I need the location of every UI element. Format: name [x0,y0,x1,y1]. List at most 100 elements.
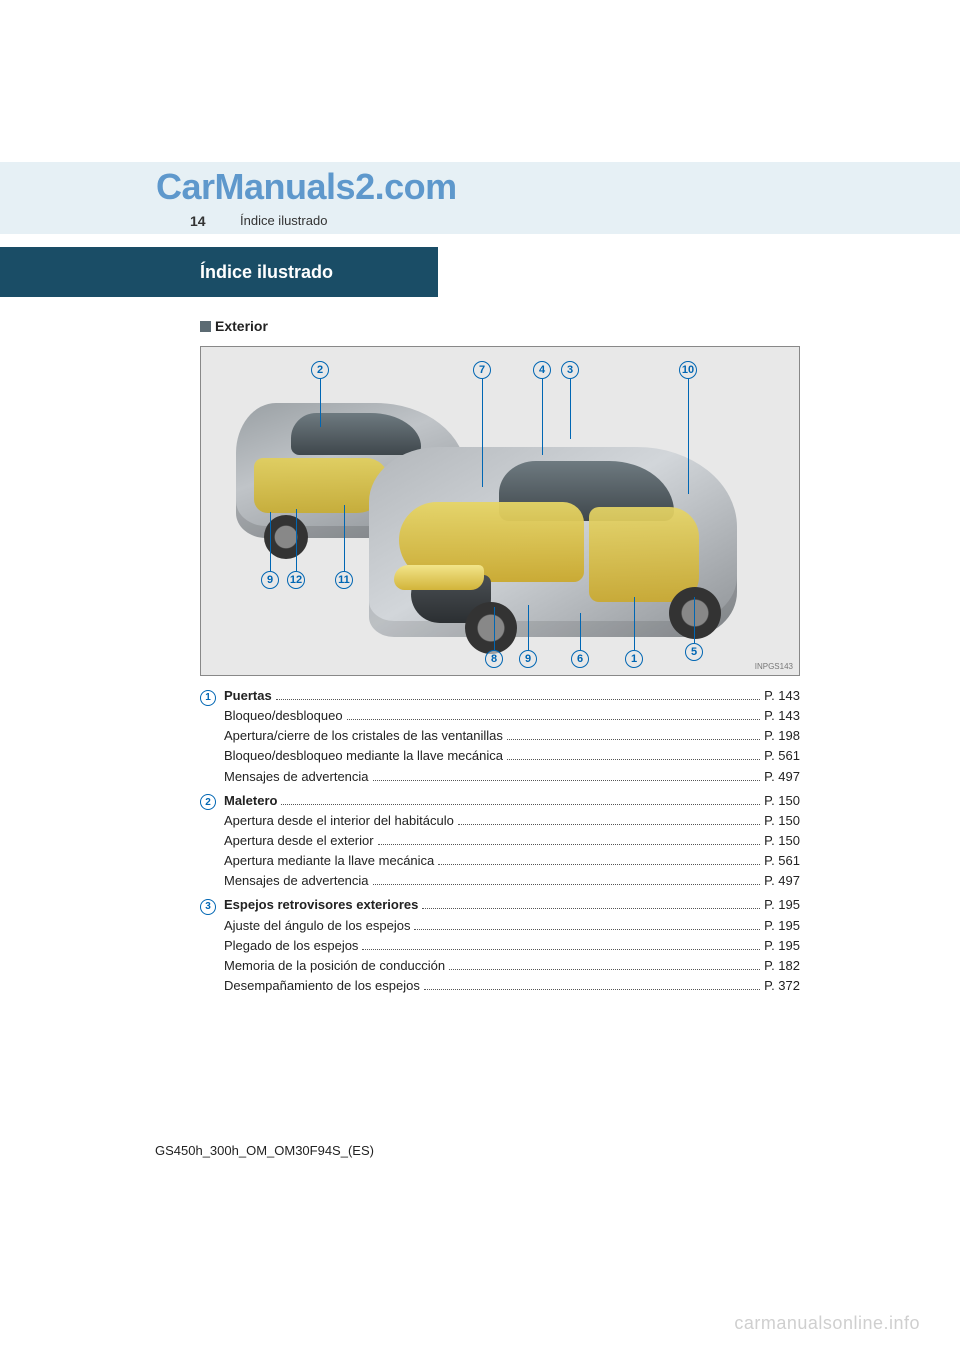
car-front-wheel [669,587,721,639]
index-row-label: Puertas [224,686,272,706]
index-row: Apertura desde el exteriorP. 150 [224,831,800,851]
index-row: Puertas P. 143 [224,686,800,706]
leader-line [542,379,543,455]
index-row-page: P. 150 [764,791,800,811]
dot-leader [347,719,761,720]
index-group-number: 2 [200,791,224,892]
index-row-label: Espejos retrovisores exteriores [224,895,418,915]
index-row: Bloqueo/desbloqueo mediante la llave mec… [224,746,800,766]
diagram-callout: 6 [571,650,589,668]
dot-leader [507,759,760,760]
index-row-label: Bloqueo/desbloqueo [224,706,343,726]
dot-leader [378,844,760,845]
subheading: Exterior [200,318,800,334]
index-list: 1 Puertas P. 143 Bloqueo/desbloqueo P. 143 Ap… [200,686,800,996]
dot-leader [424,989,760,990]
index-row: Plegado de los espejos P. 195 [224,936,800,956]
index-row-label: Mensajes de advertencia [224,871,369,891]
dot-leader [362,949,760,950]
dot-leader [414,929,760,930]
index-row: Mensajes de advertencia P. 497 [224,767,800,787]
index-row-page: P. 195 [764,895,800,915]
section-title-band: Índice ilustrado [0,247,438,297]
index-group-number: 1 [200,686,224,787]
diagram-callout: 10 [679,361,697,379]
index-row-page: P. 198 [764,726,800,746]
leader-line [494,607,495,650]
index-row: Apertura/cierre de los cristales de las … [224,726,800,746]
page-content: Exterior INPGS143 2743109121189615 1Puer… [200,318,800,1000]
index-group: 1 Puertas P. 143 Bloqueo/desbloqueo P. 143 Ap… [200,686,800,787]
index-row-label: Desempañamiento de los espejos [224,976,420,996]
index-row-page: P. 182 [764,956,800,976]
car-front-illustration [369,447,737,637]
index-row-page: P. 143 [764,686,800,706]
leader-line [580,613,581,650]
index-row-page: P. 195 [764,916,800,936]
dot-leader [449,969,760,970]
leader-line [570,379,571,439]
index-row-label: Apertura/cierre de los cristales de las … [224,726,503,746]
index-row-page: P. 497 [764,871,800,891]
exterior-diagram: INPGS143 2743109121189615 [200,346,800,676]
leader-line [344,505,345,571]
dot-leader [422,908,760,909]
index-row-page: P. 561 [764,851,800,871]
diagram-code: INPGS143 [755,662,793,671]
dot-leader [458,824,760,825]
diagram-callout: 2 [311,361,329,379]
page-number: 14 [190,213,206,229]
headlight-highlight [394,565,484,590]
dot-leader [373,884,761,885]
index-row-page: P. 150 [764,811,800,831]
bottom-watermark: carmanualsonline.info [734,1313,920,1334]
index-row-page: P. 372 [764,976,800,996]
index-row-label: Apertura desde el exterior [224,831,374,851]
leader-line [634,597,635,650]
index-row-page: P. 143 [764,706,800,726]
diagram-callout: 3 [561,361,579,379]
leader-line [270,512,271,571]
index-group: 2Maletero P. 150Apertura desde el interio… [200,791,800,892]
index-row: Ajuste del ángulo de los espejos P. 195 [224,916,800,936]
index-row-page: P. 195 [764,936,800,956]
diagram-callout: 12 [287,571,305,589]
index-group-body: Puertas P. 143 Bloqueo/desbloqueo P. 143 Ape… [224,686,800,787]
dot-leader [438,864,760,865]
circled-number-icon: 1 [200,690,216,706]
diagram-callout: 9 [519,650,537,668]
dot-leader [281,804,760,805]
index-row: Memoria de la posición de conducción P. 1… [224,956,800,976]
index-row-label: Maletero [224,791,277,811]
breadcrumb: Índice ilustrado [240,213,327,228]
index-group-body: Espejos retrovisores exterioresP. 195Aju… [224,895,800,996]
door-highlight [589,507,699,602]
index-row-page: P. 497 [764,767,800,787]
circled-number-icon: 3 [200,899,216,915]
index-row-label: Bloqueo/desbloqueo mediante la llave mec… [224,746,503,766]
index-row: Apertura mediante la llave mecánica P. 56… [224,851,800,871]
section-title: Índice ilustrado [200,262,333,283]
index-group-number: 3 [200,895,224,996]
site-watermark: CarManuals2.com [156,166,457,208]
footer-document-code: GS450h_300h_OM_OM30F94S_(ES) [155,1143,374,1158]
leader-line [320,379,321,427]
index-row-label: Apertura mediante la llave mecánica [224,851,434,871]
diagram-callout: 7 [473,361,491,379]
index-row: Espejos retrovisores exteriores P. 195 [224,895,800,915]
index-group-body: Maletero P. 150Apertura desde el interior… [224,791,800,892]
index-row: Maletero P. 150 [224,791,800,811]
diagram-callout: 8 [485,650,503,668]
dot-leader [507,739,760,740]
index-row-label: Memoria de la posición de conducción [224,956,445,976]
leader-line [528,605,529,650]
index-row: Bloqueo/desbloqueo P. 143 [224,706,800,726]
leader-line [688,379,689,494]
car-front-wheel [465,602,517,654]
diagram-callout: 9 [261,571,279,589]
index-row-label: Mensajes de advertencia [224,767,369,787]
index-row: Apertura desde el interior del habitácul… [224,811,800,831]
index-row-label: Plegado de los espejos [224,936,358,956]
index-row-page: P. 561 [764,746,800,766]
index-row-label: Ajuste del ángulo de los espejos [224,916,410,936]
